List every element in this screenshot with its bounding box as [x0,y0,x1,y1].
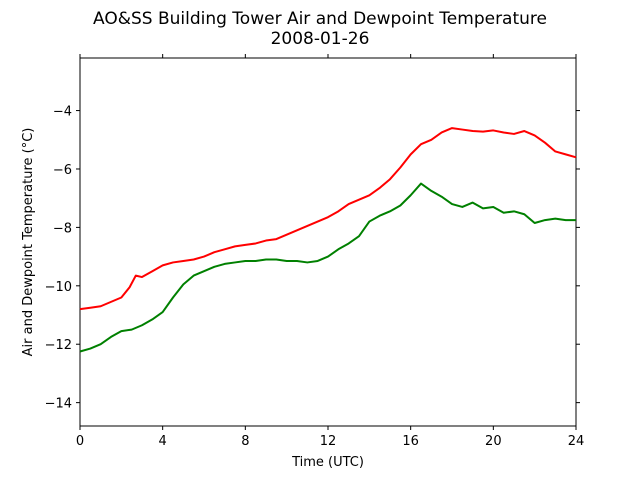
chart-subtitle: 2008-01-26 [271,29,370,49]
y-tick-label-5: −4 [53,105,72,120]
x-tick-label-0: 0 [76,434,84,449]
x-tick-label-3: 12 [320,434,337,449]
x-axis-label: Time (UTC) [291,455,364,470]
y-tick-label-4: −6 [53,163,72,178]
y-tick-label-1: −12 [45,338,72,353]
series-line-0 [79,127,577,311]
x-tick-label-6: 24 [568,434,585,449]
series-line-1 [79,182,576,353]
x-tick-label-2: 8 [241,434,249,449]
y-tick-label-2: −10 [45,280,72,295]
plot-frame [79,57,577,427]
y-tick-label-0: −14 [45,397,72,412]
chart-title: AO&SS Building Tower Air and Dewpoint Te… [93,9,547,29]
y-axis-label: Air and Dewpoint Temperature (°C) [21,128,36,357]
ticks-layer: 0 4 8 12 16 20 24 −14 −12 −10 −8 −6 −4 [45,54,585,449]
plot-area: 0 4 8 12 16 20 24 −14 −12 −10 −8 −6 −4 [45,54,585,449]
x-tick-label-5: 20 [485,434,502,449]
y-tick-label-3: −8 [53,221,72,236]
x-tick-label-1: 4 [159,434,167,449]
x-tick-label-4: 16 [402,434,419,449]
series-layer [79,127,577,353]
